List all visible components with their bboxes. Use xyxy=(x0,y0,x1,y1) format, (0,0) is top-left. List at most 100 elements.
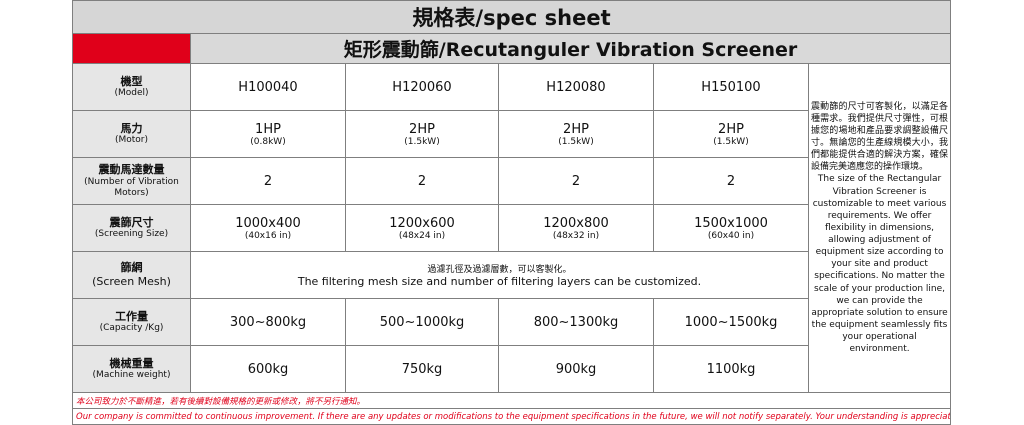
value-cell: 1000x400 (40x16 in) xyxy=(190,204,346,252)
value-cell: 1200x600 (48x24 in) xyxy=(345,204,499,252)
cell-main: 2 xyxy=(571,173,581,189)
cell-main: 2HP xyxy=(409,121,435,137)
value-cell: 1200x800 (48x32 in) xyxy=(498,204,654,252)
value-cell: H150100 xyxy=(653,63,809,111)
cell-sub: (48x32 in) xyxy=(552,230,600,241)
footer-row: 本公司致力於不斷精進，若有後續對設備規格的更新或修改，將不另行通知。 xyxy=(71,392,952,409)
spec-row: 震動馬達數量 (Number of Vibration Motors) 2 2 2 2 xyxy=(72,157,951,205)
row-label: 機械重量 (Machine weight) xyxy=(72,345,191,393)
cell-sub: (1.5kW) xyxy=(558,136,594,147)
value-cell: H120080 xyxy=(498,63,654,111)
value-cell: 2 xyxy=(653,157,809,205)
value-cell: 300~800kg xyxy=(190,298,346,346)
value-cell: 2 xyxy=(498,157,654,205)
spec-table: 規格表/spec sheet 矩形震動篩/Recutanguler Vibrat… xyxy=(71,0,952,425)
cell-main: H120060 xyxy=(392,79,452,95)
spec-row: 篩網 (Screen Mesh) 過濾孔徑及過濾層數，可以客製化。 The filte… xyxy=(72,251,951,299)
cell-main: H100040 xyxy=(238,79,298,95)
value-cell: 500~1000kg xyxy=(345,298,499,346)
label-en: (Screening Size) xyxy=(94,229,169,240)
row-label: 機型 (Model) xyxy=(72,63,191,111)
value-cell: 1500x1000 (60x40 in) xyxy=(653,204,809,252)
label-en: (Motor) xyxy=(114,135,149,146)
value-cell: 750kg xyxy=(345,345,499,393)
row-label: 工作量 (Capacity /Kg) xyxy=(72,298,191,346)
note-en: The size of the Rectangular Vibration Sc… xyxy=(811,174,948,355)
cell-main: 600kg xyxy=(247,361,289,377)
cell-main: 750kg xyxy=(401,361,443,377)
cell-sub: (0.8kW) xyxy=(250,136,286,147)
cell-main: 800~1300kg xyxy=(533,314,619,330)
footer-row: Our company is committed to continuous i… xyxy=(71,408,952,425)
value-cell: 2HP (1.5kW) xyxy=(345,110,499,158)
cell-sub: (40x16 in) xyxy=(244,230,292,241)
label-zh: 工作量 xyxy=(115,309,148,323)
cell-main: 1200x800 xyxy=(543,215,609,231)
cell-main: 500~1000kg xyxy=(379,314,465,330)
label-zh: 機械重量 xyxy=(109,356,154,370)
value-cell: 1000~1500kg xyxy=(653,298,809,346)
title-row: 規格表/spec sheet xyxy=(71,0,952,34)
value-cell: H120060 xyxy=(345,63,499,111)
cell-main: H120080 xyxy=(546,79,606,95)
cell-main: 2 xyxy=(263,173,273,189)
note-cell: 震動篩的尺寸可客製化，以滿足各種需求。我們提供尺寸彈性，可根據您的場地和產品要求… xyxy=(807,63,952,393)
cell-main: 1500x1000 xyxy=(694,215,768,231)
merged-cell: 過濾孔徑及過濾層數，可以客製化。 The filtering mesh size … xyxy=(190,251,809,299)
cell-main: 300~800kg xyxy=(229,314,307,330)
cell-main: 1HP xyxy=(255,121,281,137)
label-en: (Capacity /Kg) xyxy=(99,323,164,334)
label-zh: 馬力 xyxy=(120,121,143,135)
cell-main: 1200x600 xyxy=(389,215,455,231)
spec-row: 機械重量 (Machine weight) 600kg 750kg 900kg 1100k… xyxy=(72,345,951,393)
label-en: (Machine weight) xyxy=(92,370,171,381)
value-cell: 800~1300kg xyxy=(498,298,654,346)
label-zh: 震篩尺寸 xyxy=(109,215,154,229)
label-en: (Number of Vibration Motors) xyxy=(84,176,179,198)
footer-text: Our company is committed to continuous i… xyxy=(71,408,952,425)
cell-main: 2HP xyxy=(718,121,744,137)
title: 規格表/spec sheet xyxy=(71,0,952,34)
row-label: 震篩尺寸 (Screening Size) xyxy=(72,204,191,252)
cell-main: 2HP xyxy=(563,121,589,137)
value-cell: H100040 xyxy=(190,63,346,111)
value-cell: 1HP (0.8kW) xyxy=(190,110,346,158)
cell-sub: (48x24 in) xyxy=(398,230,446,241)
spec-row: 工作量 (Capacity /Kg) 300~800kg 500~1000kg 800~… xyxy=(72,298,951,346)
subtitle: 矩形震動篩/Recutanguler Vibration Screener xyxy=(189,33,952,64)
table-body: 規格表/spec sheet 矩形震動篩/Recutanguler Vibrat… xyxy=(71,0,952,425)
row-label: 震動馬達數量 (Number of Vibration Motors) xyxy=(72,157,191,205)
row-label: 馬力 (Motor) xyxy=(72,110,191,158)
value-cell: 600kg xyxy=(190,345,346,393)
value-cell: 2 xyxy=(190,157,346,205)
row-label: 篩網 (Screen Mesh) xyxy=(72,251,191,299)
label-zh: 震動馬達數量 xyxy=(98,162,165,176)
spec-row: 震篩尺寸 (Screening Size) 1000x400 (40x16 in) 12… xyxy=(72,204,951,252)
spec-row: 機型 (Model) H100040 H120060 H120080 H150100 震動篩… xyxy=(72,63,952,393)
label-en: (Screen Mesh) xyxy=(92,275,171,288)
value-cell: 2 xyxy=(345,157,499,205)
cell-main: 1100kg xyxy=(706,361,756,377)
label-zh: 機型 xyxy=(120,74,143,88)
value-cell: 900kg xyxy=(498,345,654,393)
value-cell: 1100kg xyxy=(653,345,809,393)
note-zh: 震動篩的尺寸可客製化，以滿足各種需求。我們提供尺寸彈性，可根據您的場地和產品要求… xyxy=(811,101,949,173)
label-zh: 篩網 xyxy=(120,261,143,275)
cell-main: 2 xyxy=(726,173,736,189)
cell-main: H150100 xyxy=(701,79,761,95)
red-block xyxy=(72,33,191,64)
cell-main: 900kg xyxy=(555,361,597,377)
merged-en: The filtering mesh size and number of fi… xyxy=(297,275,702,288)
cell-main: 1000~1500kg xyxy=(684,314,778,330)
cell-sub: (1.5kW) xyxy=(713,136,749,147)
cell-sub: (1.5kW) xyxy=(404,136,440,147)
cell-sub: (60x40 in) xyxy=(707,230,755,241)
value-cell: 2HP (1.5kW) xyxy=(653,110,809,158)
value-cell: 2HP (1.5kW) xyxy=(498,110,654,158)
cell-main: 1000x400 xyxy=(235,215,301,231)
label-en: (Model) xyxy=(114,88,149,99)
cell-main: 2 xyxy=(417,173,427,189)
footer-text: 本公司致力於不斷精進，若有後續對設備規格的更新或修改，將不另行通知。 xyxy=(71,392,952,409)
merged-zh: 過濾孔徑及過濾層數，可以客製化。 xyxy=(427,265,572,275)
